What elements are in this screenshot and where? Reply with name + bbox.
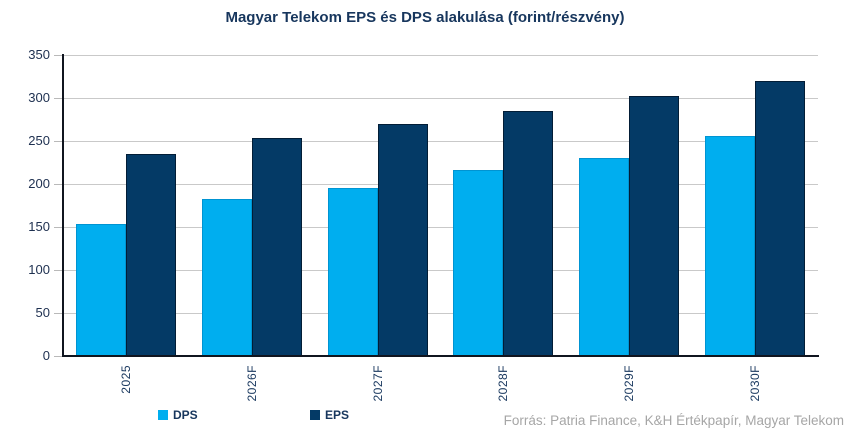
dps-bar-2028F [453, 170, 504, 356]
gridline-100 [63, 270, 818, 272]
source-text: Forrás: Patria Finance, K&H Értékpapír, … [503, 413, 844, 428]
eps-bar-2029F [629, 96, 680, 356]
eps-bar-2026F [251, 138, 302, 356]
y-tick-label-50: 50 [35, 305, 50, 321]
y-tick-mark-0 [54, 356, 62, 357]
y-tick-label-200: 200 [28, 176, 50, 192]
x-axis-label-2030F: 2030F [748, 365, 763, 402]
gridline-300 [63, 98, 818, 99]
x-axis-label-2026F: 2026F [244, 365, 259, 402]
gridline-350 [63, 55, 818, 56]
y-tick-mark-300 [54, 98, 62, 99]
bar-group-2028F [441, 55, 567, 356]
gridline-200 [63, 184, 818, 186]
legend-item-eps: EPS [310, 408, 349, 422]
legend-item-dps: DPS [158, 408, 198, 422]
gridline-250 [63, 141, 818, 142]
dps-swatch-icon [158, 410, 168, 420]
y-tick-mark-50 [54, 313, 62, 315]
y-tick-mark-100 [54, 270, 62, 272]
dps-bar-2025 [75, 223, 126, 356]
y-axis-line [62, 54, 64, 357]
bar-group-2025 [63, 55, 189, 356]
x-axis-label-2028F: 2028F [496, 365, 511, 402]
x-axis-label-2029F: 2029F [622, 365, 637, 402]
y-tick-label-0: 0 [42, 348, 50, 363]
gridline-150 [63, 227, 818, 228]
x-axis-label-2027F: 2027F [370, 365, 385, 402]
bar-group-2027F [315, 55, 441, 356]
eps-bar-2027F [377, 123, 428, 356]
eps-bar-2025 [125, 153, 176, 356]
y-tick-mark-150 [54, 227, 62, 228]
plot-area [54, 55, 818, 357]
dps-bar-2027F [327, 188, 378, 356]
legend-label-dps: DPS [173, 408, 198, 422]
eps-bar-2030F [755, 80, 806, 356]
eps-bar-2028F [503, 110, 554, 356]
y-tick-label-100: 100 [28, 262, 50, 278]
gridline-50 [63, 313, 818, 315]
y-tick-mark-250 [54, 141, 62, 142]
y-tick-label-350: 350 [28, 47, 50, 62]
dps-bar-2030F [705, 135, 756, 356]
legend-label-eps: EPS [325, 408, 350, 422]
bar-group-2026F [189, 55, 315, 356]
bar-group-2029F [566, 55, 692, 356]
y-tick-mark-200 [54, 184, 62, 186]
y-axis-labels: 0 50 100 150 200 250 300 350 [0, 48, 50, 363]
chart-title: Magyar Telekom EPS és DPS alakulása (for… [225, 9, 625, 26]
dps-bar-2029F [579, 158, 630, 356]
bar-group-2030F [692, 55, 818, 356]
y-tick-label-150: 150 [28, 219, 50, 234]
x-axis-line [62, 355, 819, 357]
x-axis-label-2025: 2025 [118, 365, 133, 394]
eps-swatch-icon [310, 410, 320, 420]
legend: DPS EPS [0, 408, 600, 428]
y-tick-label-300: 300 [28, 90, 50, 105]
y-tick-mark-350 [54, 55, 62, 56]
y-tick-label-250: 250 [28, 133, 50, 148]
dps-bar-2026F [201, 198, 252, 356]
